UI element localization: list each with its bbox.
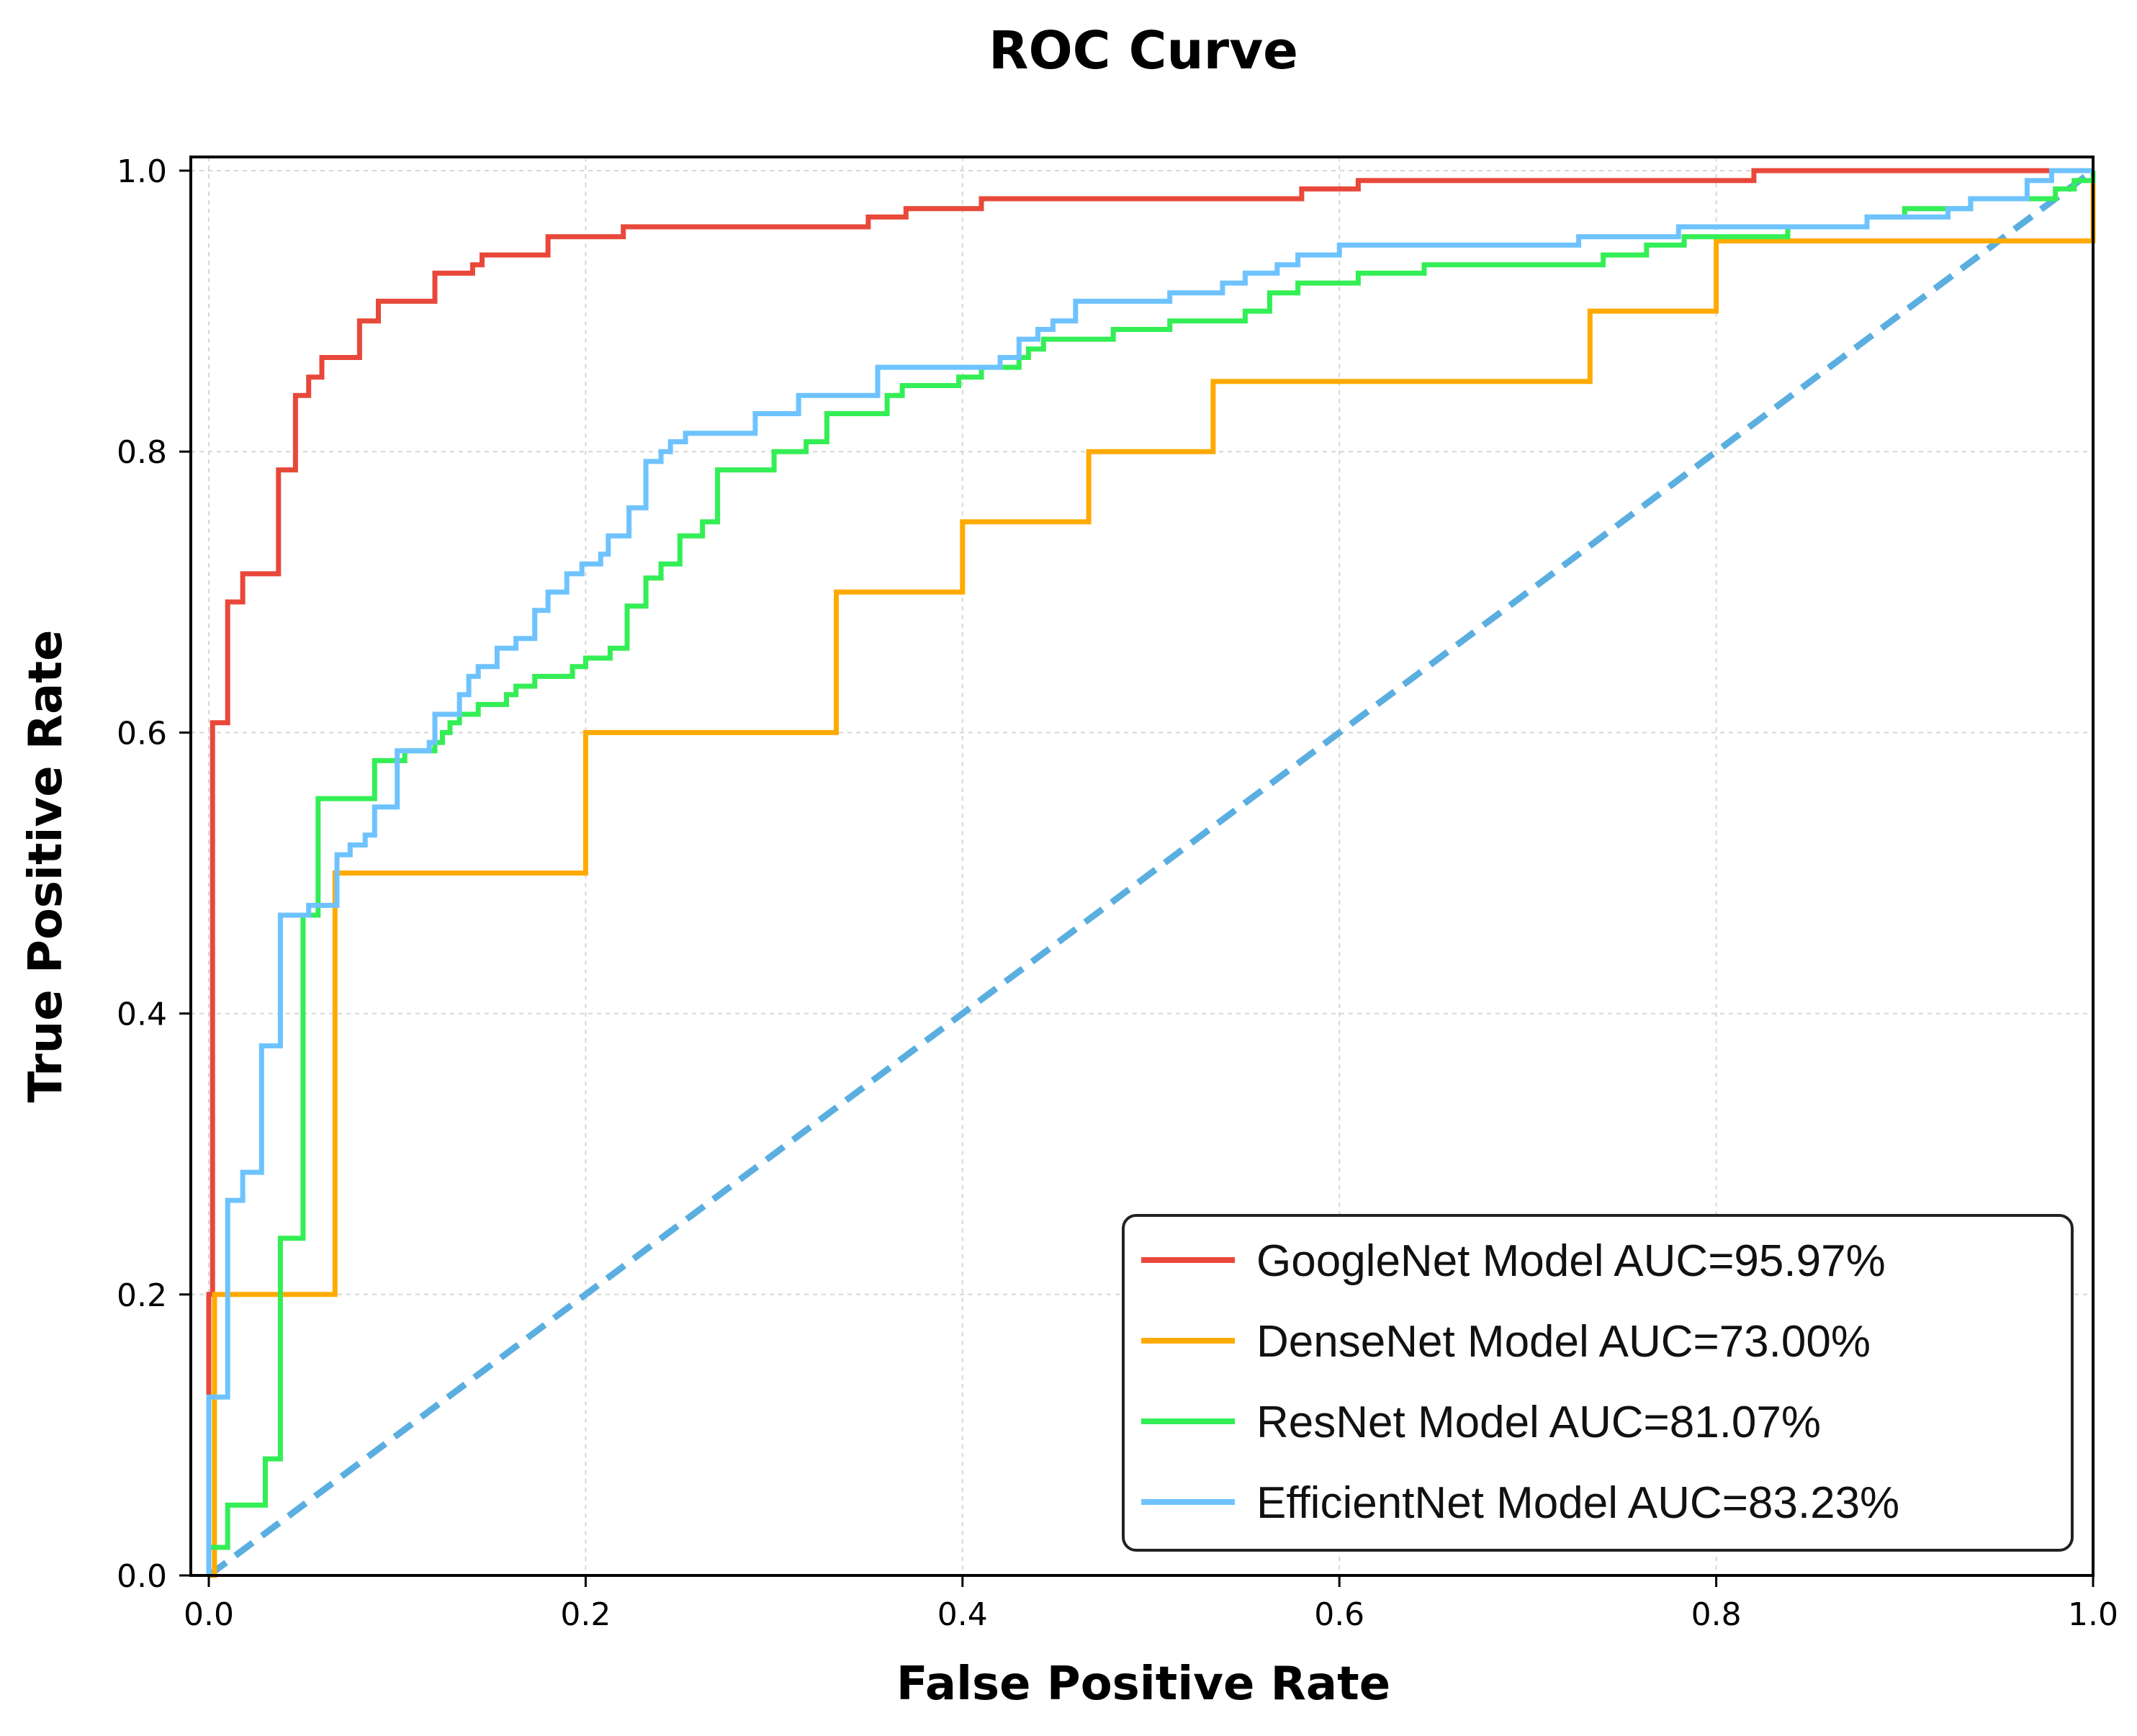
legend: GoogleNet Model AUC=95.97% DenseNet Model…: [1122, 1214, 2074, 1552]
y-tick-label: 0.0: [117, 1558, 167, 1595]
chance-line: [207, 168, 2095, 1578]
y-axis: 0.0 0.2 0.4 0.6 0.8 1.0: [117, 153, 191, 1595]
plot-frame: [189, 156, 2095, 1577]
x-axis-label: False Positive Rate: [896, 1658, 1390, 1711]
plot-area: [206, 168, 2096, 1578]
x-tick-label: 0.0: [184, 1596, 234, 1633]
y-tick-label: 0.8: [117, 434, 167, 471]
y-tick-label: 0.2: [117, 1277, 167, 1314]
x-tick-label: 0.2: [560, 1596, 611, 1633]
y-tick-label: 0.6: [117, 715, 167, 752]
legend-box: [1122, 1214, 2074, 1552]
efficientnet-roc-line: [206, 168, 2093, 1575]
y-tick-label: 1.0: [117, 153, 167, 190]
legend-label-densenet: DenseNet Model AUC=73.00%: [1256, 1317, 1871, 1367]
legend-label-efficientnet: EfficientNet Model AUC=83.23%: [1256, 1478, 1899, 1528]
legend-label-resnet: ResNet Model AUC=81.07%: [1256, 1398, 1821, 1447]
x-tick-label: 0.4: [937, 1596, 988, 1633]
chart-title: ROC Curve: [989, 20, 1298, 81]
x-axis: 0.0 0.2 0.4 0.6 0.8 1.0: [184, 1575, 2118, 1633]
x-tick-label: 1.0: [2068, 1596, 2118, 1633]
legend-label-googlenet: GoogleNet Model AUC=95.97%: [1256, 1236, 1886, 1286]
y-axis-label: True Positive Rate: [19, 630, 73, 1103]
densenet-roc-line: [209, 171, 2096, 1578]
x-tick-label: 0.6: [1314, 1596, 1364, 1633]
x-tick-label: 0.8: [1691, 1596, 1742, 1633]
y-tick-label: 0.4: [117, 997, 167, 1033]
googlenet-roc-line: [206, 168, 2093, 1575]
